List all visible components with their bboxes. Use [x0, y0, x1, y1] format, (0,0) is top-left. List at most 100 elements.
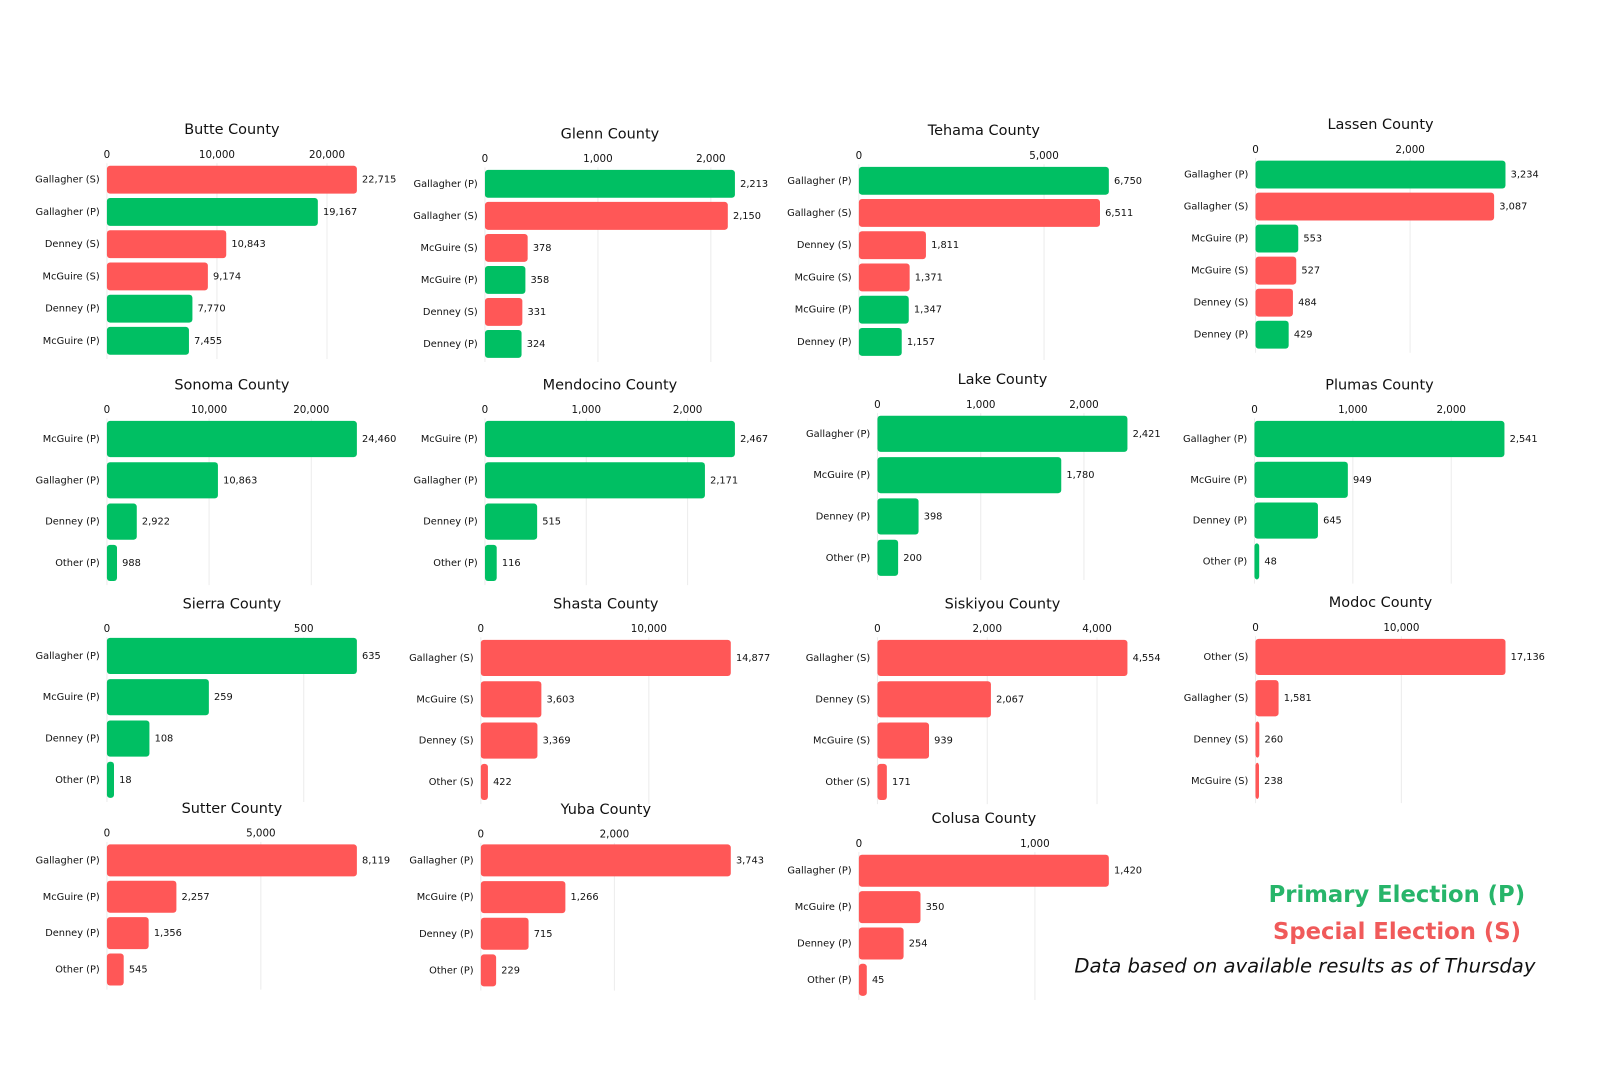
value-label: 422	[493, 777, 512, 788]
bar	[106, 917, 149, 950]
bar	[484, 420, 735, 458]
bar	[106, 326, 189, 355]
value-label: 7,455	[194, 336, 222, 347]
x-tick-label: 1,000	[1338, 404, 1368, 416]
value-label: 1,780	[1066, 470, 1094, 481]
x-tick-label: 500	[294, 623, 314, 635]
x-tick-label: 20,000	[293, 404, 329, 416]
category-label: Other (P)	[1203, 556, 1247, 567]
bar	[877, 415, 1128, 452]
bar	[858, 263, 910, 292]
bar	[858, 963, 867, 996]
bar	[858, 295, 909, 324]
value-label: 1,347	[914, 305, 942, 316]
bar	[106, 198, 318, 226]
value-label: 1,811	[931, 240, 959, 251]
category-label: McGuire (S)	[1191, 776, 1248, 787]
bar	[877, 539, 899, 576]
bar	[858, 231, 926, 260]
category-label: Denney (S)	[423, 307, 478, 318]
value-label: 14,877	[736, 653, 770, 664]
category-label: McGuire (P)	[1191, 234, 1248, 245]
x-tick-label: 20,000	[309, 149, 345, 161]
value-label: 171	[892, 777, 911, 788]
category-label: McGuire (P)	[795, 305, 852, 316]
chart-title: Siskiyou County	[945, 596, 1061, 612]
bar	[484, 330, 522, 358]
value-label: 3,743	[736, 855, 764, 866]
bar	[480, 681, 542, 718]
value-label: 48	[1264, 556, 1276, 567]
bar	[858, 166, 1109, 195]
value-label: 715	[534, 929, 553, 940]
value-label: 1,581	[1284, 693, 1312, 704]
value-label: 10,843	[231, 239, 265, 250]
value-label: 1,356	[154, 928, 182, 939]
bar	[106, 720, 150, 757]
value-label: 1,420	[1114, 866, 1142, 877]
x-tick-label: 10,000	[199, 149, 235, 161]
bar	[1255, 256, 1297, 285]
category-label: Other (S)	[825, 777, 870, 788]
value-label: 398	[924, 511, 943, 522]
value-label: 527	[1301, 266, 1320, 277]
bar	[484, 265, 526, 294]
legend-special: Special Election (S)	[1273, 919, 1521, 945]
value-label: 645	[1323, 516, 1342, 527]
category-label: McGuire (S)	[1191, 266, 1248, 277]
x-tick-label: 0	[104, 623, 111, 635]
x-tick-label: 0	[874, 399, 881, 411]
value-label: 7,770	[198, 304, 226, 315]
category-label: Other (P)	[55, 558, 99, 569]
x-tick-label: 0	[104, 404, 111, 416]
value-label: 2,067	[996, 694, 1024, 705]
category-label: McGuire (P)	[421, 434, 478, 445]
bar	[480, 844, 731, 877]
x-tick-label: 0	[874, 623, 881, 635]
category-label: Gallagher (P)	[1183, 434, 1247, 445]
x-tick-label: 2,000	[673, 404, 703, 416]
category-label: Gallagher (P)	[409, 855, 473, 866]
value-label: 515	[542, 517, 561, 528]
value-label: 949	[1353, 475, 1372, 486]
x-tick-label: 1,000	[572, 404, 602, 416]
x-tick-label: 5,000	[246, 828, 276, 840]
value-label: 484	[1298, 298, 1317, 309]
bar	[858, 927, 904, 960]
category-label: Other (P)	[826, 553, 870, 564]
category-label: Gallagher (P)	[1184, 170, 1248, 181]
category-label: Gallagher (S)	[35, 175, 100, 186]
value-label: 116	[502, 558, 521, 569]
bar	[1255, 320, 1289, 349]
chart-title: Lassen County	[1327, 117, 1434, 133]
value-label: 22,715	[362, 175, 396, 186]
value-label: 3,369	[543, 736, 571, 747]
value-label: 45	[872, 975, 884, 986]
category-label: Other (P)	[807, 975, 851, 986]
x-tick-label: 10,000	[1383, 622, 1419, 634]
category-label: Gallagher (P)	[35, 475, 99, 486]
chart-title: Sutter County	[182, 801, 283, 817]
bar	[1255, 721, 1260, 758]
category-label: Denney (P)	[45, 304, 99, 315]
value-label: 108	[155, 734, 174, 745]
bar	[480, 763, 488, 800]
bar	[1254, 502, 1318, 539]
category-label: Denney (S)	[419, 736, 474, 747]
x-tick-label: 4,000	[1082, 623, 1112, 635]
category-label: McGuire (P)	[795, 902, 852, 913]
category-label: Gallagher (S)	[1184, 202, 1249, 213]
x-tick-label: 2,000	[1395, 144, 1425, 156]
value-label: 2,171	[710, 475, 738, 486]
value-label: 2,257	[182, 892, 210, 903]
bar	[106, 503, 137, 540]
bar	[480, 722, 538, 759]
category-label: McGuire (S)	[416, 694, 473, 705]
category-label: Denney (P)	[797, 938, 851, 949]
value-label: 358	[531, 275, 550, 286]
category-label: Gallagher (S)	[409, 653, 474, 664]
category-label: Gallagher (P)	[806, 429, 870, 440]
bar	[1255, 680, 1279, 717]
bar	[106, 420, 357, 458]
